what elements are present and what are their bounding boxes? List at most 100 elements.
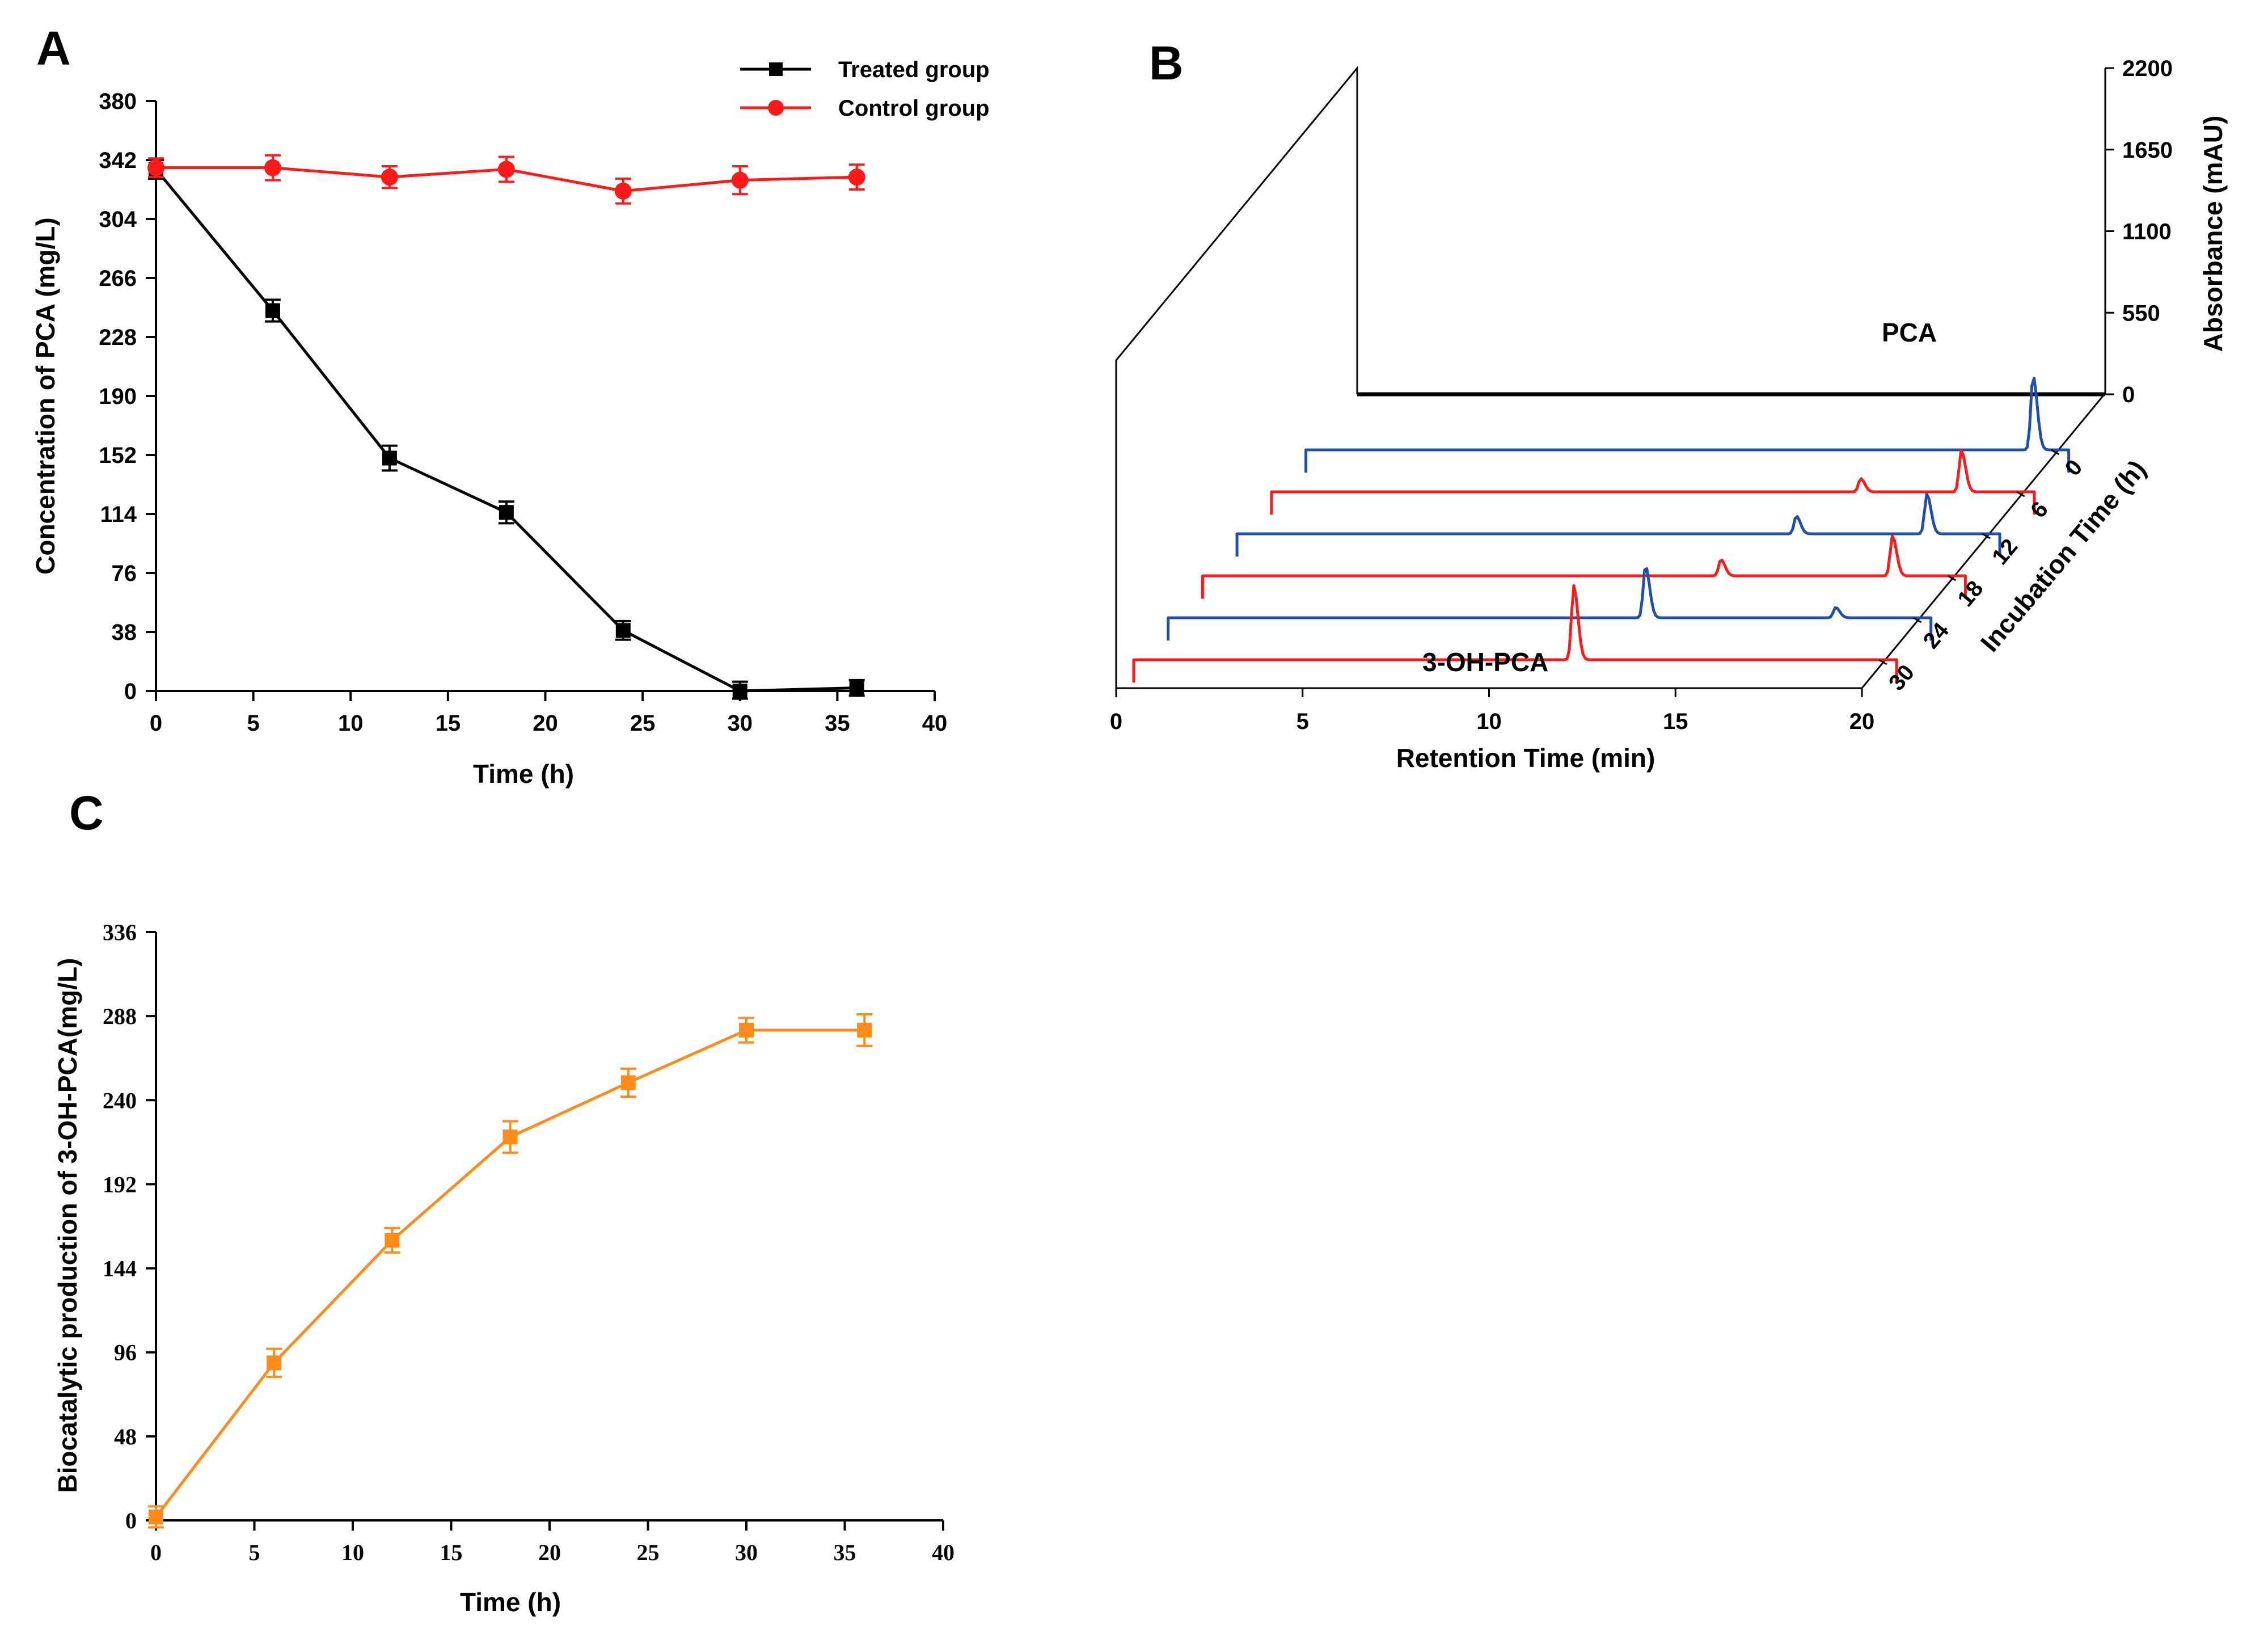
panel-a-y-tick-label: 342 — [99, 148, 137, 173]
panel-b-letter: B — [1149, 36, 1184, 90]
chromatogram-trace-18h — [1201, 534, 1967, 599]
panel-b-x-tick-label: 10 — [1476, 709, 1502, 734]
panel-a-legend: Treated group Control group — [740, 57, 990, 121]
panel-a-y-tick-label: 114 — [100, 502, 137, 527]
panel-c-x-tick-label: 5 — [249, 1540, 260, 1565]
panel-a-data-point — [499, 505, 514, 520]
chromatogram-trace-0h — [1304, 377, 2071, 473]
panel-a-y-tick-label: 152 — [99, 443, 137, 468]
panel-a-letter: A — [36, 22, 71, 75]
panel-c-data-point — [739, 1022, 754, 1038]
panel-b-y-label: Absorbance (mAU) — [2198, 116, 2228, 352]
panel-a-y-tick-label: 266 — [99, 266, 137, 291]
panel-c-x-tick-label: 0 — [150, 1540, 162, 1565]
panel-b-x-tick-label: 5 — [1296, 709, 1309, 734]
panel-b-z-tick-mark — [1982, 533, 1991, 540]
panel-a-data-point — [147, 159, 164, 176]
panel-a-x-ticks: 0 5 10 15 20 25 30 35 40 — [150, 691, 947, 736]
panel-c-x-tick-label: 40 — [932, 1540, 954, 1565]
panel-a-data-point — [848, 168, 865, 186]
panel-c-x-label: Time (h) — [460, 1587, 561, 1617]
panel-c-series — [148, 1013, 873, 1529]
panel-a-data-point — [264, 159, 281, 176]
panel-b-x-tick-label: 0 — [1110, 709, 1122, 734]
panel-b-y-tick-label: 1650 — [2122, 138, 2173, 163]
panel-a-data-point — [731, 171, 749, 189]
panel-b-y-tick-label: 550 — [2122, 301, 2160, 326]
panel-c-series-0-line — [155, 1029, 865, 1518]
panel-a-data-point — [614, 182, 632, 200]
panel-c-data-point — [502, 1130, 518, 1145]
panel-b-x-tick-label: 15 — [1663, 709, 1688, 734]
panel-b-traces — [1132, 377, 2071, 682]
panel-a-y-label: Concentration of PCA (mg/L) — [31, 217, 60, 574]
panel-a-x-tick-label: 25 — [630, 711, 656, 736]
panel-a-data-point — [732, 684, 747, 698]
panel-c-x-tick-label: 35 — [834, 1540, 856, 1565]
panel-b-z-tick-label: 18 — [1953, 576, 1988, 611]
pca-annotation: PCA — [1882, 318, 1937, 347]
panel-b-z-tick-label: 30 — [1884, 660, 1919, 695]
panel-b-z-tick-label: 0 — [2060, 455, 2088, 481]
panel-c-y-tick-label: 144 — [103, 1256, 137, 1282]
panel-b-z-tick-label: 24 — [1919, 618, 1954, 654]
chromatogram-trace-6h — [1270, 449, 2036, 515]
panel-a-y-tick-label: 228 — [99, 325, 137, 350]
panel-a-data-point — [497, 161, 515, 178]
panel-a-y-tick-label: 380 — [99, 89, 137, 114]
chromatogram-trace-24h — [1167, 567, 1933, 640]
panel-b-z-tick-mark — [1912, 617, 1922, 623]
panel-c-x-tick-label: 10 — [341, 1540, 364, 1565]
legend-treated-label: Treated group — [838, 57, 990, 82]
panel-a-x-label: Time (h) — [473, 759, 574, 789]
panel-a-data-point — [382, 450, 397, 466]
panel-b-z-tick-mark — [2016, 491, 2025, 498]
panel-a-data-point — [615, 623, 631, 638]
panel-c-y-ticks: 0 48 96 144 192 240 288 336 — [103, 920, 156, 1533]
panel-a: A 0 38 76 114 152 190 228 266 304 342 380 0 5 10 15 20… — [31, 22, 990, 789]
panel-b-z-tick-mark — [2050, 449, 2060, 456]
panel-c-x-tick-label: 20 — [538, 1540, 561, 1565]
panel-c-data-point — [267, 1355, 282, 1371]
panel-c-data-point — [149, 1509, 163, 1524]
panel-a-x-tick-label: 20 — [533, 711, 558, 736]
panel-a-x-tick-label: 40 — [922, 711, 948, 736]
legend-control-label: Control group — [838, 96, 990, 121]
panel-a-y-tick-label: 304 — [99, 207, 137, 232]
panel-a-y-tick-label: 0 — [124, 679, 137, 704]
panel-c-data-point — [385, 1233, 400, 1248]
panel-a-data-point — [381, 168, 398, 186]
panel-a-series-0-line — [155, 168, 857, 693]
panel-a-data-point — [265, 303, 280, 318]
panel-b-y-ticks: 0 550 1100 1650 2200 — [2105, 56, 2173, 407]
panel-b-y-tick-label: 1100 — [2122, 220, 2172, 245]
legend-treated-marker — [769, 62, 783, 76]
panel-a-x-tick-label: 35 — [825, 711, 850, 736]
panel-b-back-frame — [1115, 65, 1358, 688]
panel-c-y-tick-label: 96 — [114, 1340, 137, 1366]
panel-a-x-tick-label: 30 — [728, 711, 753, 736]
panel-b-y-tick-label: 0 — [2122, 382, 2135, 407]
panel-c-y-tick-label: 240 — [103, 1088, 137, 1113]
panel-c-data-point — [620, 1075, 636, 1090]
panel-a-y-tick-label: 190 — [99, 384, 137, 409]
panel-b-z-tick-label: 12 — [1987, 534, 2022, 569]
panel-c-x-ticks: 0 5 10 15 20 25 30 35 40 — [150, 1520, 954, 1565]
panel-b-x-tick-label: 20 — [1849, 709, 1875, 734]
panel-a-y-ticks: 0 38 76 114 152 190 228 266 304 342 380 — [99, 89, 156, 704]
panel-c-data-point — [857, 1022, 872, 1038]
panel-a-series — [147, 154, 865, 700]
panel-b-z-tick-label: 6 — [2026, 497, 2053, 522]
chromatogram-trace-12h — [1235, 492, 2001, 557]
legend-control-marker — [768, 100, 784, 116]
panel-a-data-point — [849, 680, 864, 696]
panel-a-y-tick-label: 38 — [112, 620, 137, 645]
panel-c-y-tick-label: 48 — [114, 1424, 137, 1449]
panel-b-y-tick-label: 2200 — [2122, 56, 2173, 81]
panel-c-x-tick-label: 30 — [735, 1540, 758, 1565]
panel-c-letter: C — [69, 786, 104, 840]
panel-c-y-tick-label: 0 — [125, 1508, 137, 1533]
